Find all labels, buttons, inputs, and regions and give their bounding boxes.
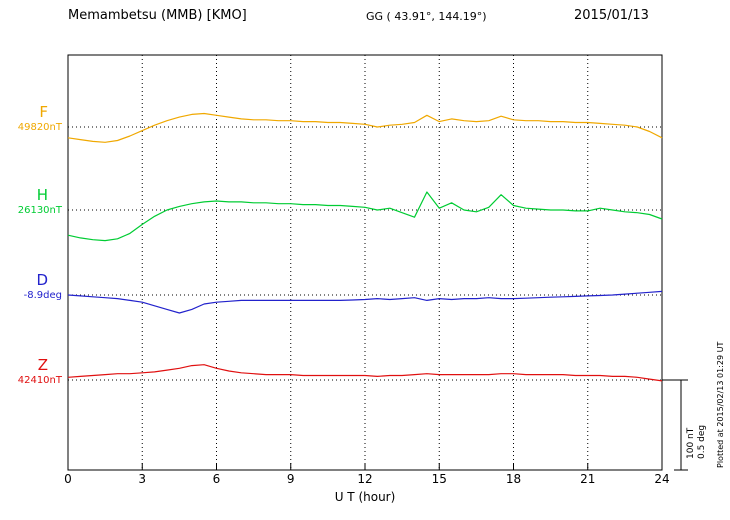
series-label-h: H xyxy=(36,186,48,204)
scale-bar-labels: 100 nT 0.5 deg xyxy=(686,425,708,459)
geographic-coords-label: GG ( 43.91°, 144.19°) xyxy=(366,10,487,23)
trace-f xyxy=(67,112,663,143)
plotted-at-label: Plotted at 2015/02/13 01:29 UT xyxy=(716,341,725,468)
series-baseline-d: -8.9deg xyxy=(23,290,62,301)
x-tick-label: 15 xyxy=(431,472,447,486)
trace-d xyxy=(67,290,663,314)
series-baseline-f: 49820nT xyxy=(17,122,62,133)
plot-frame xyxy=(67,54,663,471)
scale-deg-label: 0.5 deg xyxy=(697,424,707,459)
x-tick-label: 9 xyxy=(286,472,295,486)
trace-h xyxy=(67,191,663,242)
x-tick-label: 21 xyxy=(580,472,596,486)
date-label: 2015/01/13 xyxy=(574,8,649,23)
x-tick-label: 18 xyxy=(505,472,522,486)
x-axis-title: U T (hour) xyxy=(334,490,396,504)
station-title: Memambetsu (MMB) [KMO] xyxy=(68,8,247,23)
x-tick-label: 3 xyxy=(138,472,147,486)
series-label-d: D xyxy=(36,271,48,289)
x-tick-label: 24 xyxy=(654,472,670,486)
scale-nt-label: 100 nT xyxy=(686,427,696,459)
x-tick-label: 6 xyxy=(212,472,221,486)
x-tick-label: 0 xyxy=(64,472,72,486)
series-label-f: F xyxy=(39,103,48,121)
trace-z xyxy=(67,364,663,382)
series-baseline-z: 42410nT xyxy=(17,375,62,386)
series-label-z: Z xyxy=(37,356,48,374)
series-baseline-h: 26130nT xyxy=(17,205,62,216)
x-tick-label: 12 xyxy=(357,472,373,486)
